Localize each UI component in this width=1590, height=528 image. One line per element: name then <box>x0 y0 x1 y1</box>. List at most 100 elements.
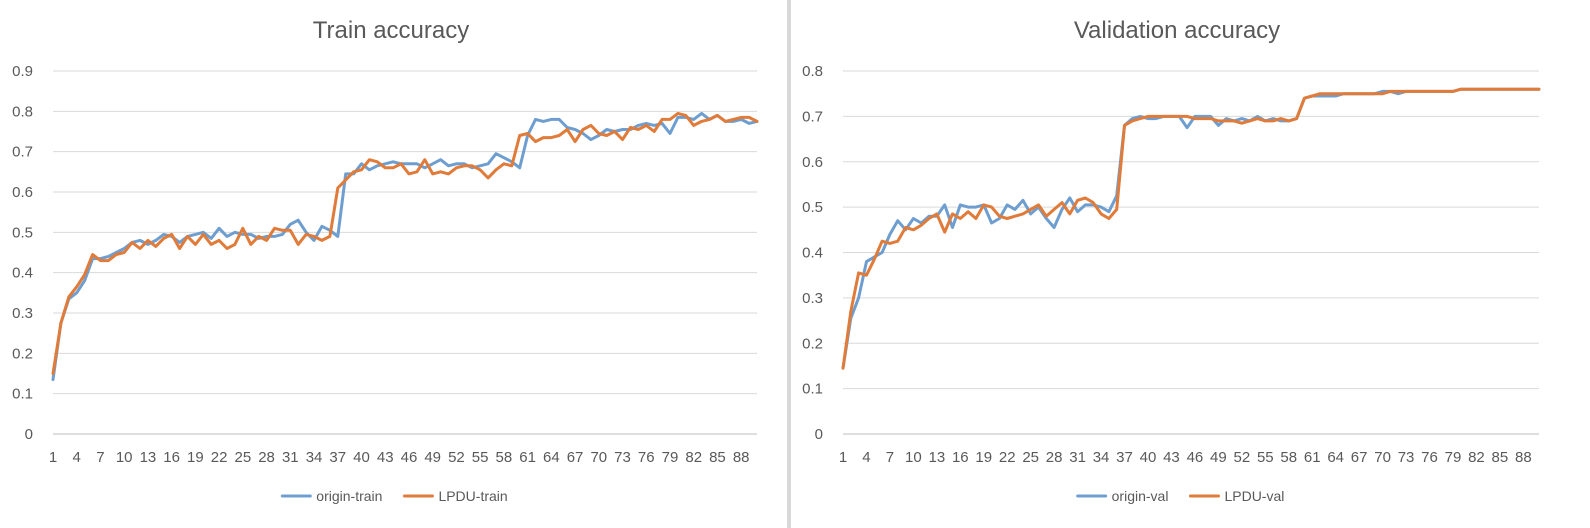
x-tick-label: 1 <box>839 449 847 466</box>
x-tick-label: 49 <box>1210 449 1227 466</box>
series-line-LPDU-val <box>841 87 1541 370</box>
series-line-LPDU-train <box>51 111 759 375</box>
y-tick-label: 0.7 <box>12 144 33 161</box>
y-tick-label: 0.3 <box>12 305 33 322</box>
x-tick-label: 19 <box>187 449 204 466</box>
x-tick-label: 82 <box>685 449 702 466</box>
chart-title: Validation accuracy <box>1074 17 1280 44</box>
x-tick-label: 64 <box>543 449 560 466</box>
x-tick-label: 49 <box>424 449 441 466</box>
y-tick-label: 0.2 <box>802 335 823 352</box>
x-tick-label: 13 <box>140 449 157 466</box>
x-tick-label: 55 <box>1257 449 1274 466</box>
x-tick-label: 46 <box>401 449 418 466</box>
legend: origin-val LPDU-val <box>1076 488 1284 504</box>
y-tick-label: 0.1 <box>802 381 823 398</box>
x-tick-label: 46 <box>1187 449 1204 466</box>
x-tick-label: 13 <box>928 449 945 466</box>
x-tick-label: 25 <box>1022 449 1039 466</box>
gridlines <box>53 70 757 435</box>
x-tick-label: 76 <box>1421 449 1438 466</box>
x-tick-label: 1 <box>49 449 57 466</box>
x-tick-label: 40 <box>1140 449 1157 466</box>
x-axis: 1 4 7 10 13 16 19 22 25 28 31 34 37 40 43 46 49 52 55 58 61 6… <box>49 449 750 466</box>
y-tick-label: 0.6 <box>802 154 823 171</box>
x-tick-label: 76 <box>638 449 655 466</box>
x-tick-label: 70 <box>1374 449 1391 466</box>
y-tick-label: 0.2 <box>12 345 33 362</box>
x-tick-label: 67 <box>567 449 584 466</box>
y-tick-label: 0.7 <box>802 108 823 125</box>
x-tick-label: 28 <box>1046 449 1063 466</box>
train-accuracy-chart: Train accuracy 0 0.1 0.2 0.3 0.4 0.5 0.6 0.7 0.8… <box>12 17 759 504</box>
x-tick-label: 22 <box>211 449 228 466</box>
legend-label-origin-train: origin-train <box>316 488 382 504</box>
x-tick-label: 37 <box>1116 449 1133 466</box>
y-axis: 0 0.1 0.2 0.3 0.4 0.5 0.6 0.7 0.8 <box>802 63 823 443</box>
y-tick-label: 0 <box>25 426 33 443</box>
x-tick-label: 79 <box>662 449 679 466</box>
x-tick-label: 4 <box>73 449 81 466</box>
x-tick-label: 55 <box>472 449 489 466</box>
x-tick-label: 73 <box>1398 449 1415 466</box>
x-tick-label: 34 <box>306 449 323 466</box>
x-tick-label: 85 <box>1492 449 1509 466</box>
x-tick-label: 52 <box>1233 449 1250 466</box>
x-tick-label: 7 <box>886 449 894 466</box>
series-line-origin-train <box>51 111 759 382</box>
panel-divider <box>787 0 791 528</box>
x-tick-label: 58 <box>1280 449 1297 466</box>
x-tick-label: 82 <box>1468 449 1485 466</box>
x-tick-label: 43 <box>1163 449 1180 466</box>
y-tick-label: 0.4 <box>802 245 823 262</box>
x-tick-label: 4 <box>862 449 870 466</box>
x-tick-label: 61 <box>519 449 536 466</box>
y-tick-label: 0.1 <box>12 386 33 403</box>
x-axis: 1 4 7 10 13 16 19 22 25 28 31 34 37 40 43 46 49 52 55 58 61 6… <box>839 449 1532 466</box>
legend-label-origin-val: origin-val <box>1112 488 1169 504</box>
y-tick-label: 0.4 <box>12 265 33 282</box>
x-tick-label: 16 <box>952 449 969 466</box>
x-tick-label: 28 <box>258 449 275 466</box>
train-accuracy-panel: Train accuracy 0 0.1 0.2 0.3 0.4 0.5 0.6 0.7 0.8… <box>0 0 787 528</box>
x-tick-label: 22 <box>999 449 1016 466</box>
x-tick-label: 61 <box>1304 449 1321 466</box>
x-tick-label: 31 <box>282 449 299 466</box>
y-tick-label: 0.3 <box>802 290 823 307</box>
validation-accuracy-chart: Validation accuracy 00.10.20.30.40.50.60… <box>802 17 1541 504</box>
validation-accuracy-panel: Validation accuracy 0 0.1 0.2 0.3 0.4 0.5 0.6 0… <box>791 0 1590 528</box>
legend: origin-train LPDU-train <box>280 488 508 504</box>
series-lines <box>51 111 759 382</box>
y-tick-label: 0.8 <box>802 63 823 80</box>
series-lines <box>841 87 1541 370</box>
x-tick-label: 85 <box>709 449 726 466</box>
x-tick-label: 10 <box>116 449 133 466</box>
y-tick-label: 0.6 <box>12 184 33 201</box>
x-tick-label: 70 <box>590 449 607 466</box>
y-tick-label: 0.5 <box>12 224 33 241</box>
x-tick-label: 88 <box>733 449 750 466</box>
x-tick-label: 64 <box>1327 449 1344 466</box>
x-tick-label: 19 <box>975 449 992 466</box>
gridlines <box>843 70 1539 435</box>
y-tick-label: 0.5 <box>802 199 823 216</box>
chart-title: Train accuracy <box>313 17 470 44</box>
x-tick-label: 25 <box>234 449 251 466</box>
x-tick-label: 58 <box>496 449 513 466</box>
x-tick-label: 31 <box>1069 449 1086 466</box>
x-tick-label: 34 <box>1093 449 1110 466</box>
x-tick-label: 16 <box>163 449 180 466</box>
x-tick-label: 7 <box>96 449 104 466</box>
x-tick-label: 67 <box>1351 449 1368 466</box>
x-tick-label: 73 <box>614 449 631 466</box>
x-tick-label: 52 <box>448 449 465 466</box>
x-tick-label: 43 <box>377 449 394 466</box>
y-tick-label: 0.8 <box>12 103 33 120</box>
y-tick-label: 0 <box>815 426 823 443</box>
x-tick-label: 10 <box>905 449 922 466</box>
y-tick-label: 0.9 <box>12 63 33 80</box>
x-tick-label: 79 <box>1445 449 1462 466</box>
x-tick-label: 88 <box>1515 449 1532 466</box>
x-tick-label: 37 <box>329 449 346 466</box>
legend-label-LPDU-train: LPDU-train <box>438 488 507 504</box>
